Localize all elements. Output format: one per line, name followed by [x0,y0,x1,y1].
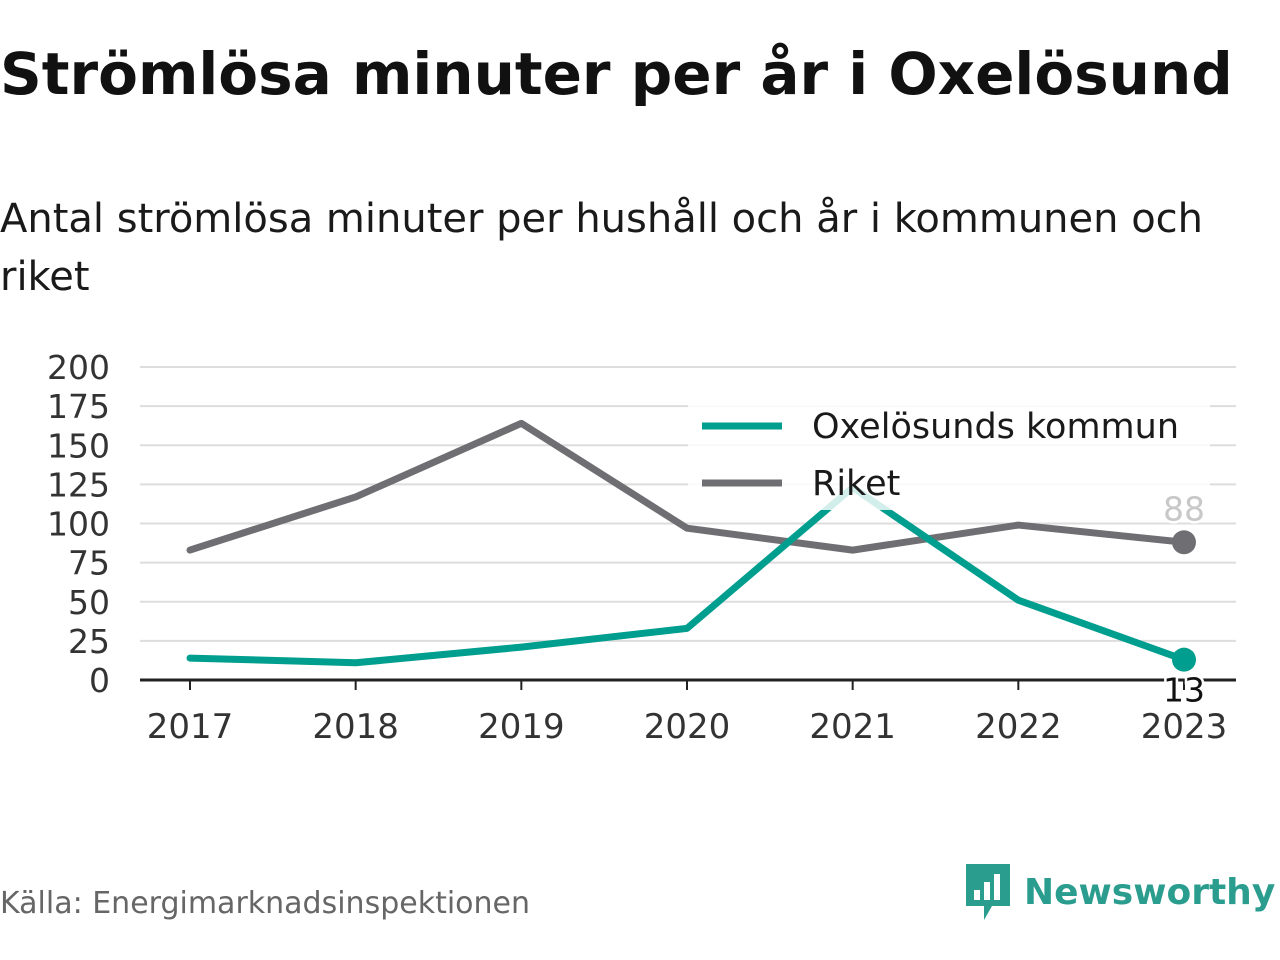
newsworthy-logo: Newsworthy [962,862,1275,922]
y-tick-label: 125 [47,465,110,504]
series-lines [186,419,1196,672]
x-tick-label: 2017 [147,707,234,747]
end-point-kommun [1172,647,1196,672]
series-line-kommun [186,484,1188,667]
chart-subtitle: Antal strömlösa minuter per hushåll och … [0,196,1204,300]
newsworthy-logo-text: Newsworthy [1024,871,1276,913]
x-tick-label: 2021 [809,707,896,747]
newsworthy-logo-icon [966,864,1010,920]
legend-background [688,400,1210,510]
y-tick-label: 175 [47,387,110,426]
x-tick-label: 2020 [644,707,731,747]
x-tick-label: 2019 [478,707,565,747]
end-label-riket: 88 [1163,489,1205,528]
x-tick-label: 2022 [975,707,1062,747]
legend: Oxelösunds kommun Riket [688,400,1210,510]
x-axis: 2017 2018 2019 2020 2021 2022 2023 [140,678,1236,747]
chart-title: Strömlösa minuter per år i Oxelösund [0,40,1233,108]
y-tick-label: 200 [47,348,110,387]
y-tick-label: 150 [47,426,110,465]
source-note: Källa: Energimarknadsinspektionen [0,886,531,921]
y-tick-label: 75 [68,544,110,583]
series-line-riket [186,419,1188,554]
legend-label: Riket [812,464,900,504]
legend-label: Oxelösunds kommun [812,407,1179,447]
x-tick-label: 2018 [312,707,399,747]
y-tick-label: 25 [68,622,110,661]
end-label-kommun: 13 [1163,671,1205,710]
x-tick-label: 2023 [1141,707,1228,747]
end-point-riket [1172,530,1196,555]
y-tick-label: 100 [47,505,110,544]
y-tick-label: 0 [89,661,110,700]
end-labels: 88 13 [1161,487,1208,712]
y-tick-label: 50 [68,583,110,622]
